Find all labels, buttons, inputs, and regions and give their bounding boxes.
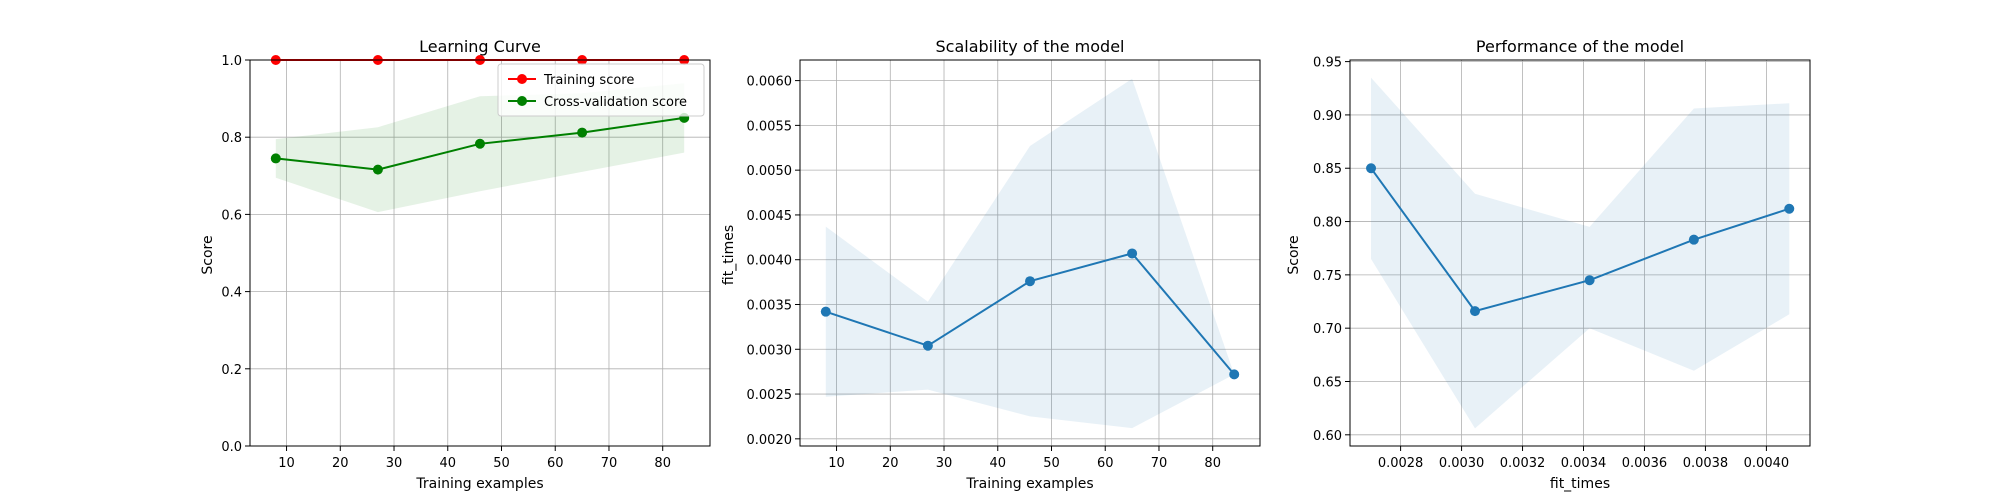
x-tick-label: 30: [936, 456, 953, 471]
y-tick-label: 1.0: [221, 54, 242, 69]
x-tick-label: 30: [386, 456, 403, 471]
chart-title: Learning Curve: [419, 37, 541, 56]
x-axis-label: Training examples: [965, 476, 1093, 492]
y-tick-label: 0.8: [221, 131, 242, 146]
y-tick-label: 0.70: [1313, 322, 1342, 337]
data-point: [1688, 234, 1699, 245]
y-tick-label: 0.95: [1313, 56, 1342, 71]
x-tick-label: 20: [332, 456, 349, 471]
x-tick-label: 20: [882, 456, 899, 471]
x-tick-label: 40: [439, 456, 456, 471]
x-tick-label: 0.0028: [1378, 456, 1424, 471]
confidence-band: [1371, 77, 1790, 429]
y-tick-label: 0.0035: [747, 298, 793, 313]
x-tick-label: 80: [654, 456, 671, 471]
x-tick-label: 70: [601, 456, 618, 471]
y-tick-label: 0.0: [221, 440, 242, 455]
axes-frame: [799, 59, 1261, 447]
x-tick-label: 0.0034: [1561, 456, 1607, 471]
y-tick-label: 0.4: [221, 286, 242, 301]
x-tick-label: 50: [493, 456, 510, 471]
y-tick-label: 0.90: [1313, 109, 1342, 124]
x-tick-label: 10: [828, 456, 845, 471]
x-tick-label: 70: [1151, 456, 1168, 471]
data-point: [922, 340, 933, 351]
data-point: [1366, 163, 1377, 174]
y-tick-label: 0.60: [1313, 429, 1342, 444]
y-tick-label: 0.0030: [747, 343, 793, 358]
y-tick-label: 0.0045: [747, 209, 793, 224]
y-tick-label: 0.0040: [747, 254, 793, 269]
x-tick-label: 40: [989, 456, 1006, 471]
x-tick-label: 60: [1097, 456, 1114, 471]
x-tick-label: 0.0038: [1683, 456, 1729, 471]
data-point: [1127, 248, 1138, 259]
data-point: [1229, 369, 1240, 380]
x-tick-label: 0.0032: [1500, 456, 1546, 471]
data-point: [475, 138, 485, 149]
x-tick-label: 10: [278, 456, 295, 471]
axes-frame: [1349, 59, 1811, 447]
data-point: [270, 153, 281, 164]
legend-box: [497, 63, 705, 117]
y-tick-label: 0.75: [1313, 269, 1342, 284]
legend-marker: [517, 96, 527, 106]
data-point: [1584, 275, 1595, 286]
scalability-chart: Scalability of the model Training exampl…: [721, 37, 1261, 492]
x-tick-label: 80: [1204, 456, 1221, 471]
legend-label: Cross-validation score: [544, 95, 687, 110]
y-tick-label: 0.6: [221, 208, 242, 223]
x-axis-label: fit_times: [1550, 476, 1610, 492]
y-axis-label: fit_times: [721, 225, 737, 285]
x-tick-label: 60: [547, 456, 564, 471]
legend-label: Training score: [543, 73, 634, 88]
axes-frame: [249, 59, 711, 447]
y-tick-label: 0.85: [1313, 162, 1342, 177]
y-tick-label: 0.0025: [747, 388, 793, 403]
y-axis-label: Score: [1286, 235, 1302, 274]
performance-chart: Performance of the model fit_times Score…: [1286, 37, 1811, 492]
y-tick-label: 0.2: [221, 363, 242, 378]
y-tick-label: 0.0055: [747, 119, 793, 134]
x-axis-label: Training examples: [415, 476, 543, 492]
data-point: [1025, 276, 1035, 287]
data-point: [820, 306, 831, 317]
y-tick-label: 0.80: [1313, 216, 1342, 231]
x-tick-label: 50: [1043, 456, 1060, 471]
data-point: [372, 164, 383, 175]
y-tick-label: 0.0050: [747, 164, 793, 179]
x-tick-label: 0.0040: [1744, 456, 1790, 471]
y-tick-label: 0.0060: [747, 75, 793, 90]
chart-title: Performance of the model: [1476, 37, 1684, 56]
data-point: [577, 127, 588, 138]
x-tick-label: 0.0030: [1439, 456, 1485, 471]
plot-area: [800, 60, 1260, 446]
data-point: [1784, 203, 1795, 214]
x-tick-label: 0.0036: [1622, 456, 1668, 471]
data-point: [1469, 306, 1480, 317]
chart-title: Scalability of the model: [936, 37, 1125, 56]
y-tick-label: 0.65: [1313, 375, 1342, 390]
legend-marker: [517, 74, 527, 84]
y-axis-label: Score: [200, 235, 216, 274]
y-tick-label: 0.0020: [747, 433, 793, 448]
learning-curve-chart: Learning Curve Training examples Score 1…: [200, 37, 711, 492]
